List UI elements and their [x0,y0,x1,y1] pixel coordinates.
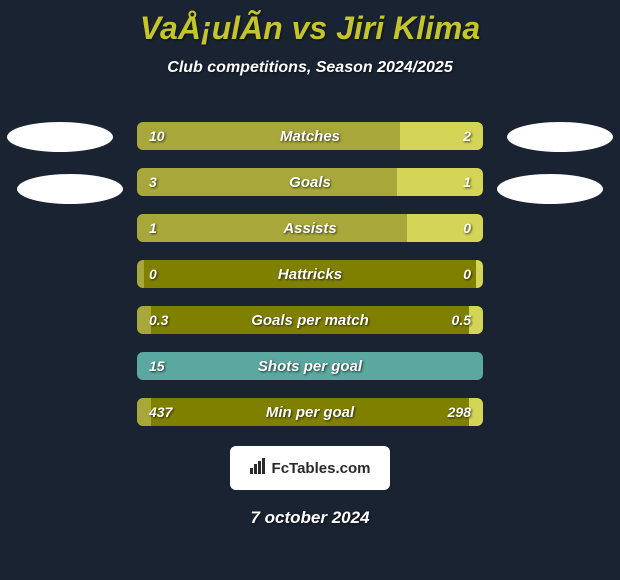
label-goals: Goals [137,168,483,196]
label-assists: Assists [137,214,483,242]
logo-box: FcTables.com [230,446,390,490]
value-left-gpm: 0.3 [149,306,168,334]
stat-row-hattricks: 0 Hattricks 0 [137,260,483,288]
label-spg: Shots per goal [137,352,483,380]
value-right-matches: 2 [463,122,471,150]
value-left-hattricks: 0 [149,260,157,288]
stat-row-gpm: 0.3 Goals per match 0.5 [137,306,483,334]
player-left-ellipse-1 [7,122,113,152]
player-right-ellipse-2 [497,174,603,204]
value-right-assists: 0 [463,214,471,242]
player-left-ellipse-2 [17,174,123,204]
label-matches: Matches [137,122,483,150]
stat-row-goals: 3 Goals 1 [137,168,483,196]
value-right-hattricks: 0 [463,260,471,288]
value-left-matches: 10 [149,122,165,150]
logo-label: FcTables.com [272,460,371,477]
stat-row-matches: 10 Matches 2 [137,122,483,150]
chart-area: 10 Matches 2 3 Goals 1 1 Assists 0 0 Hat… [0,122,620,426]
logo-text: FcTables.com [250,458,371,478]
value-right-mpg: 298 [448,398,471,426]
bars-container: 10 Matches 2 3 Goals 1 1 Assists 0 0 Hat… [137,122,483,426]
player-right-ellipse-1 [507,122,613,152]
stat-row-assists: 1 Assists 0 [137,214,483,242]
label-mpg: Min per goal [137,398,483,426]
season-subtitle: Club competitions, Season 2024/2025 [0,59,620,77]
value-right-gpm: 0.5 [452,306,471,334]
label-gpm: Goals per match [137,306,483,334]
label-hattricks: Hattricks [137,260,483,288]
date-text: 7 october 2024 [0,508,620,528]
stat-row-spg: 15 Shots per goal [137,352,483,380]
value-left-goals: 3 [149,168,157,196]
value-left-assists: 1 [149,214,157,242]
chart-icon [250,458,268,478]
value-left-mpg: 437 [149,398,172,426]
value-left-spg: 15 [149,352,165,380]
stat-row-mpg: 437 Min per goal 298 [137,398,483,426]
comparison-title: VaÅ¡ulÃn vs Jiri Klima [0,0,620,47]
value-right-goals: 1 [463,168,471,196]
